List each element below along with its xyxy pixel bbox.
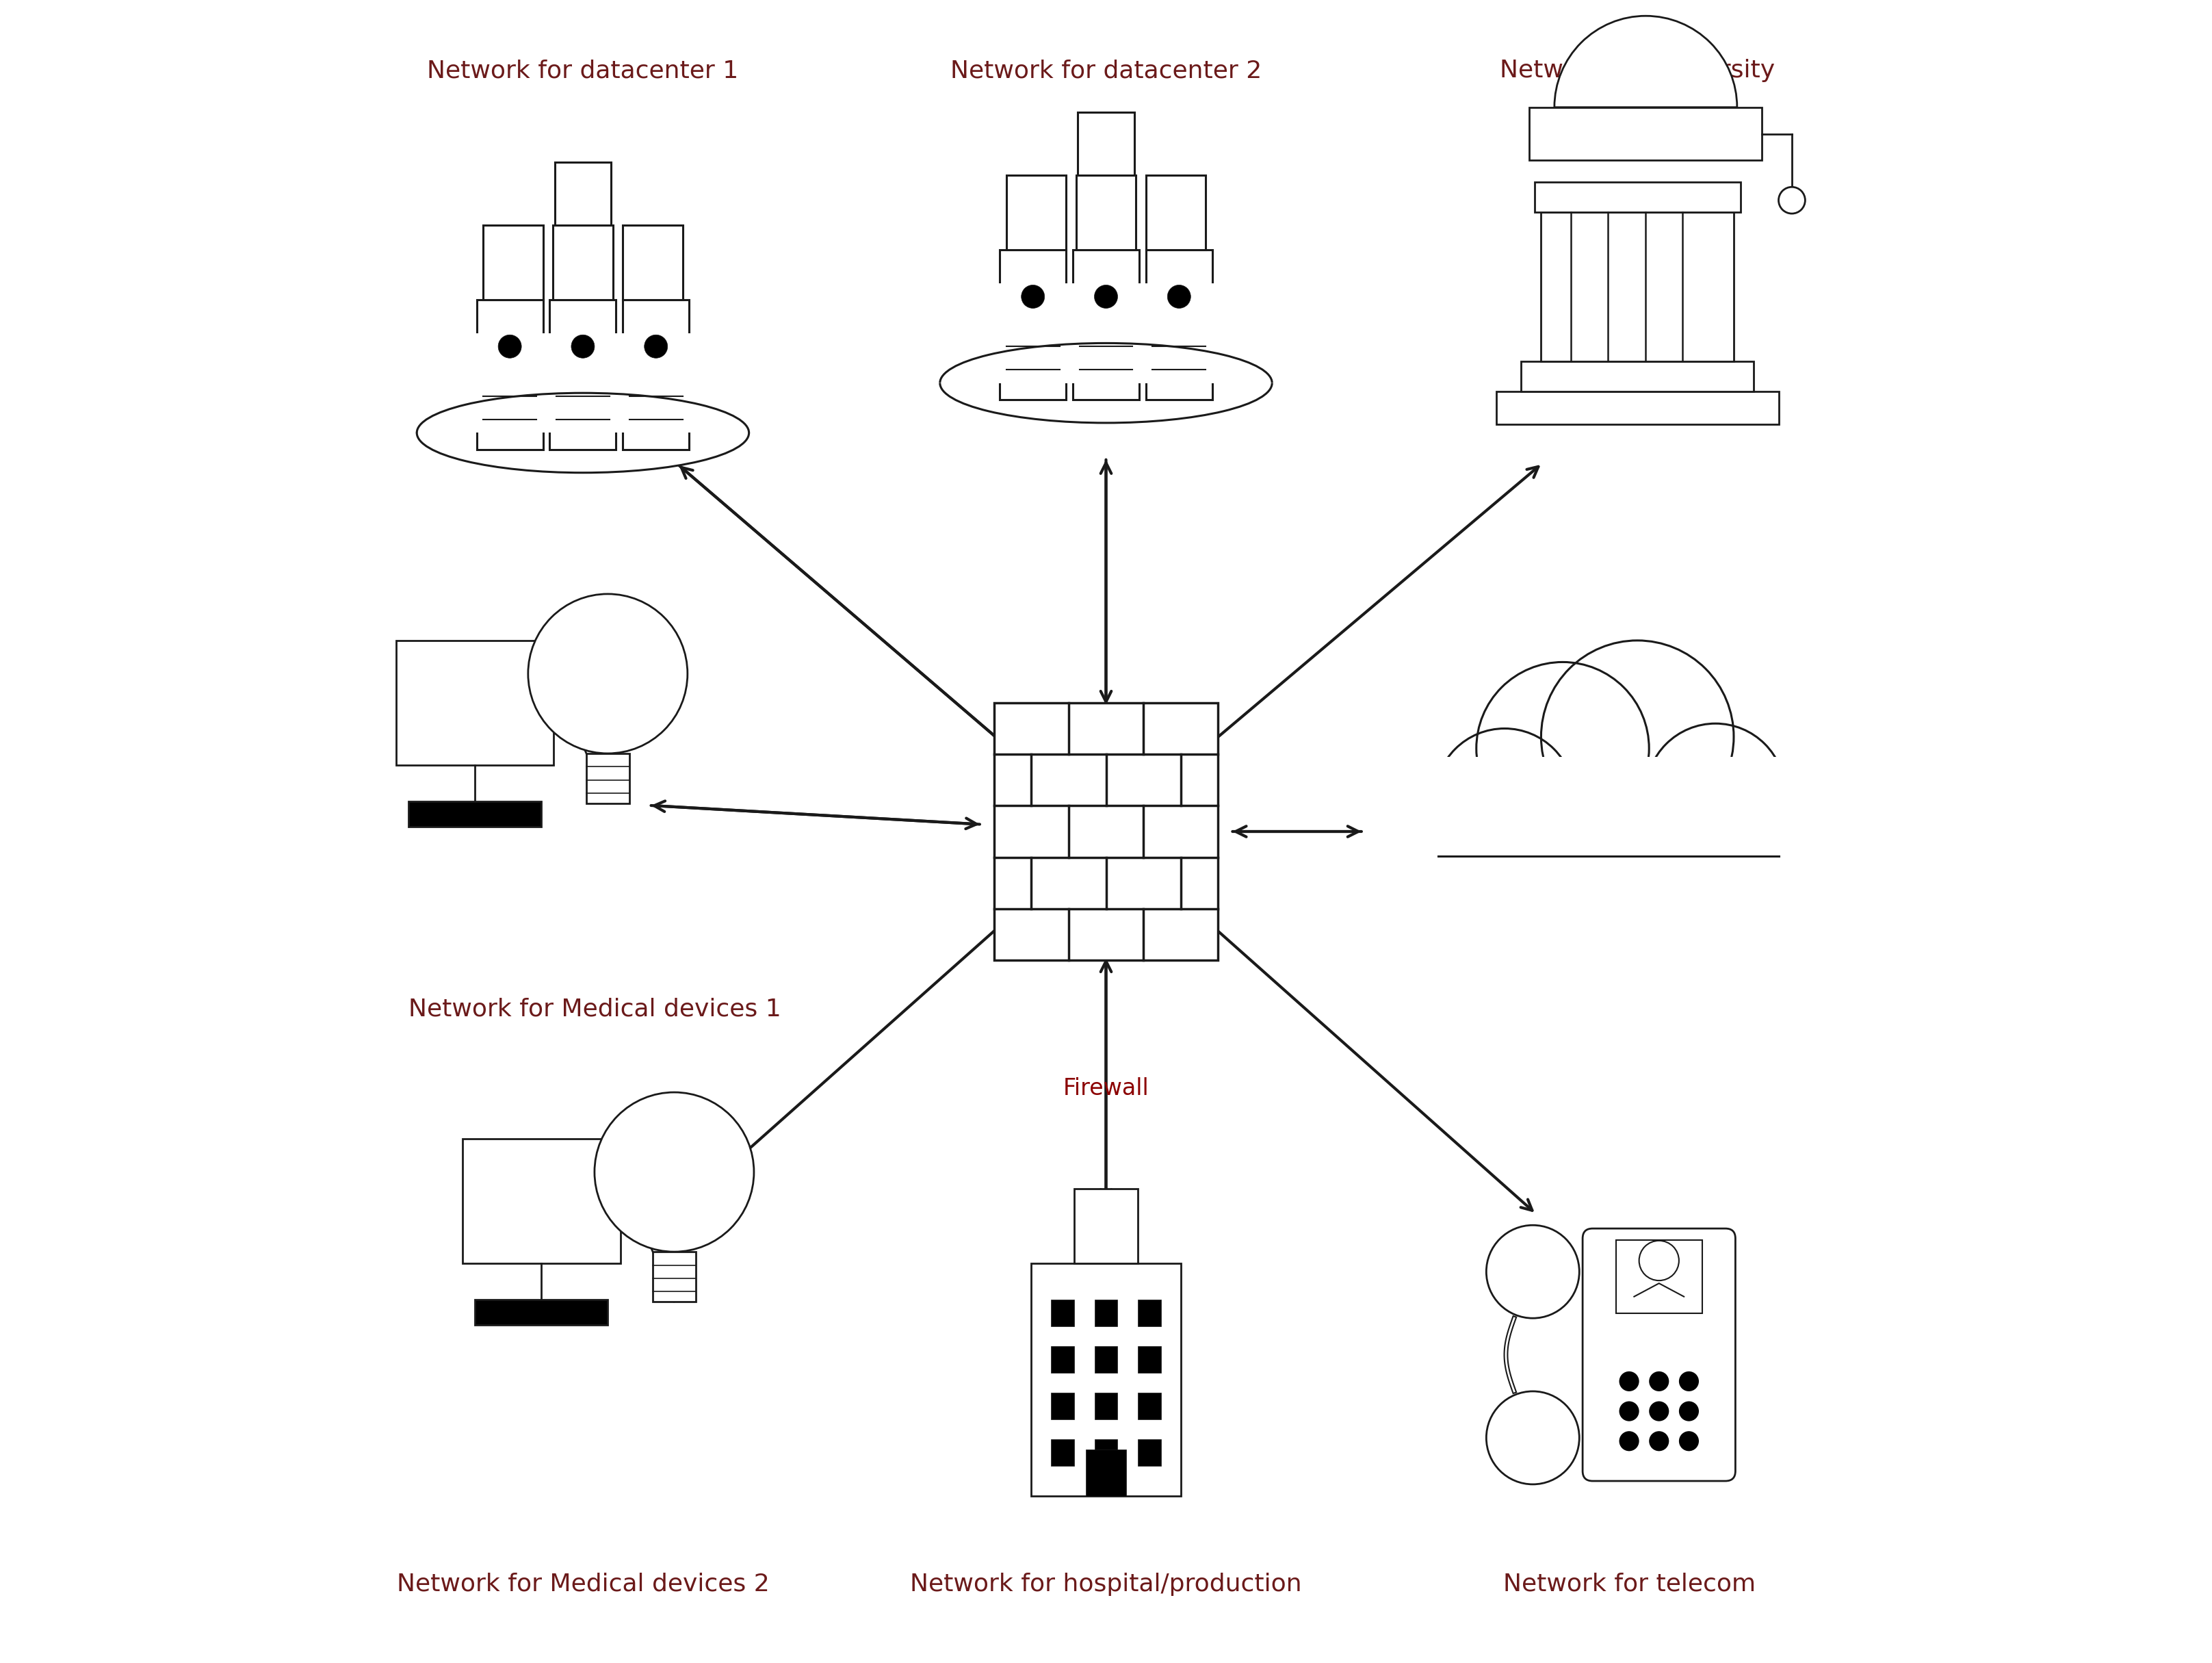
FancyBboxPatch shape (1535, 181, 1741, 211)
FancyBboxPatch shape (1522, 361, 1754, 391)
Text: Network for telecom: Network for telecom (1502, 1572, 1756, 1595)
FancyBboxPatch shape (1073, 249, 1139, 399)
FancyBboxPatch shape (1137, 1300, 1161, 1327)
FancyBboxPatch shape (907, 283, 1305, 382)
Circle shape (1475, 662, 1650, 835)
Wedge shape (1555, 17, 1736, 106)
FancyBboxPatch shape (482, 225, 542, 299)
Circle shape (529, 594, 688, 753)
FancyBboxPatch shape (653, 1252, 697, 1302)
FancyBboxPatch shape (1086, 1450, 1126, 1497)
FancyBboxPatch shape (1095, 1440, 1117, 1467)
FancyBboxPatch shape (555, 161, 611, 225)
Circle shape (1436, 728, 1575, 868)
FancyBboxPatch shape (1137, 1440, 1161, 1467)
FancyBboxPatch shape (1495, 391, 1778, 424)
Circle shape (1619, 1432, 1639, 1452)
FancyBboxPatch shape (1137, 1394, 1161, 1420)
Circle shape (644, 334, 668, 358)
Text: Network for Medical devices 2: Network for Medical devices 2 (396, 1572, 770, 1595)
Circle shape (1646, 723, 1785, 863)
Circle shape (1022, 284, 1044, 308)
FancyBboxPatch shape (1051, 1300, 1075, 1327)
Circle shape (1650, 1402, 1670, 1422)
FancyBboxPatch shape (624, 299, 690, 449)
Text: Network for datacenter 1: Network for datacenter 1 (427, 60, 739, 83)
FancyBboxPatch shape (1077, 111, 1135, 175)
FancyBboxPatch shape (1429, 757, 1787, 940)
Circle shape (1619, 1402, 1639, 1422)
FancyBboxPatch shape (553, 225, 613, 299)
Circle shape (1650, 1432, 1670, 1452)
Circle shape (1639, 1241, 1679, 1281)
FancyBboxPatch shape (476, 299, 542, 449)
Circle shape (1486, 1226, 1579, 1319)
Circle shape (498, 334, 522, 358)
FancyBboxPatch shape (1542, 211, 1734, 361)
Circle shape (1517, 778, 1657, 918)
FancyBboxPatch shape (1528, 106, 1763, 160)
Circle shape (1679, 1402, 1699, 1422)
FancyBboxPatch shape (1075, 175, 1137, 249)
FancyBboxPatch shape (1146, 249, 1212, 399)
FancyBboxPatch shape (1095, 1347, 1117, 1374)
FancyBboxPatch shape (1582, 1229, 1736, 1482)
FancyBboxPatch shape (993, 703, 1219, 960)
Text: Network for university: Network for university (1500, 60, 1774, 83)
FancyBboxPatch shape (1006, 175, 1066, 249)
Circle shape (1778, 186, 1805, 213)
FancyBboxPatch shape (396, 640, 553, 765)
Circle shape (595, 1093, 754, 1252)
Ellipse shape (940, 343, 1272, 422)
Circle shape (571, 334, 595, 358)
FancyBboxPatch shape (1031, 1264, 1181, 1497)
Circle shape (1486, 1392, 1579, 1485)
Text: Network for hospital/production: Network for hospital/production (909, 1572, 1303, 1595)
FancyBboxPatch shape (549, 299, 617, 449)
Circle shape (1542, 640, 1734, 833)
FancyBboxPatch shape (624, 225, 684, 299)
Circle shape (1619, 773, 1745, 900)
FancyBboxPatch shape (462, 1139, 619, 1264)
FancyBboxPatch shape (1051, 1347, 1075, 1374)
Text: Internet: Internet (1568, 792, 1690, 822)
FancyBboxPatch shape (1137, 1347, 1161, 1374)
FancyBboxPatch shape (1075, 1189, 1137, 1264)
Text: Network for datacenter 2: Network for datacenter 2 (951, 60, 1261, 83)
FancyBboxPatch shape (1095, 1394, 1117, 1420)
FancyBboxPatch shape (476, 1300, 608, 1325)
FancyBboxPatch shape (1095, 1300, 1117, 1327)
Circle shape (1619, 1372, 1639, 1392)
FancyBboxPatch shape (586, 753, 630, 803)
Circle shape (1095, 284, 1117, 308)
Circle shape (1679, 1372, 1699, 1392)
FancyBboxPatch shape (383, 333, 783, 432)
FancyBboxPatch shape (1615, 1241, 1703, 1314)
Text: Firewall: Firewall (1064, 1078, 1148, 1099)
FancyBboxPatch shape (1051, 1394, 1075, 1420)
Circle shape (1679, 1432, 1699, 1452)
FancyBboxPatch shape (1146, 175, 1206, 249)
FancyBboxPatch shape (409, 802, 542, 827)
Circle shape (1650, 1372, 1670, 1392)
FancyBboxPatch shape (1000, 249, 1066, 399)
FancyBboxPatch shape (1051, 1440, 1075, 1467)
Circle shape (1168, 284, 1190, 308)
Text: Network for Medical devices 1: Network for Medical devices 1 (409, 998, 781, 1021)
Ellipse shape (416, 392, 750, 472)
